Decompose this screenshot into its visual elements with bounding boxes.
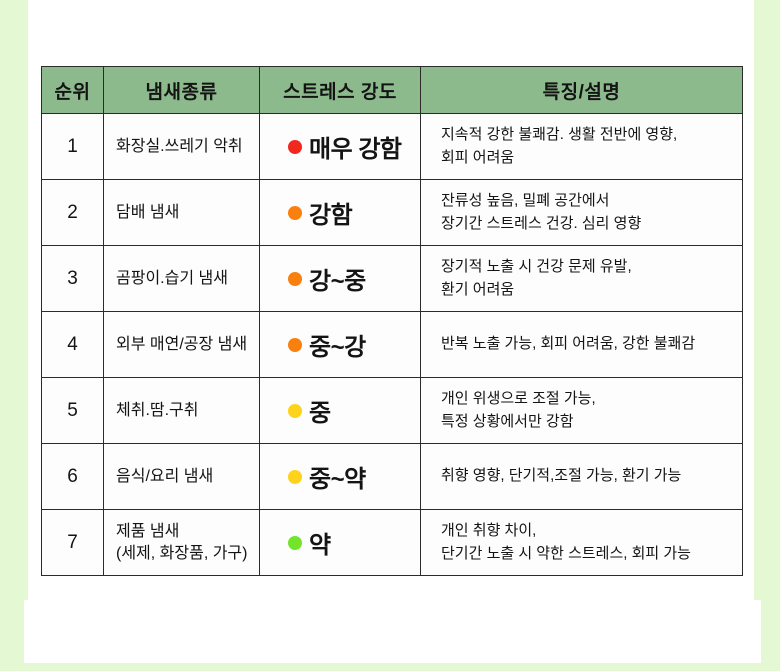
header-stress-level: 스트레스 강도: [259, 66, 421, 114]
smell-line-1: 곰팡이.습기 냄새: [116, 269, 228, 287]
smell-type-cell: 제품 냄새 (세제, 화장품, 가구): [103, 509, 260, 576]
description-line-1: 장기적 노출 시 건강 문제 유발,: [441, 258, 632, 275]
smell-line-1: 담배 냄새: [116, 203, 180, 221]
description-line-1: 개인 위생으로 조절 가능,: [441, 390, 596, 407]
description-cell: 지속적 강한 불쾌감. 생활 전반에 영향, 회피 어려움: [420, 113, 743, 180]
header-smell-type: 냄새종류: [103, 66, 260, 114]
table-row: 4 외부 매연/공장 냄새 중~강 반복 노출 가능, 회피 어려움, 강한 불…: [41, 311, 743, 378]
description-line-1: 개인 취향 차이,: [441, 522, 537, 539]
stress-level-cell: 강함: [259, 179, 421, 246]
table-row: 3 곰팡이.습기 냄새 강~중 장기적 노출 시 건강 문제 유발, 환기 어려…: [41, 245, 743, 312]
table-row: 5 체취.땀.구취 중 개인 위생으로 조절 가능, 특정 상황에서만 강함: [41, 377, 743, 444]
smell-type-cell: 음식/요리 냄새: [103, 443, 260, 510]
description-line-1: 지속적 강한 불쾌감. 생활 전반에 영향,: [441, 126, 678, 143]
description-line-1: 잔류성 높음, 밀폐 공간에서: [441, 192, 610, 209]
stress-level-group: 매우 강함: [288, 129, 420, 164]
rank-value: 1: [41, 113, 104, 180]
description-line-1: 취향 영향, 단기적,조절 가능, 환기 가능: [441, 467, 682, 485]
stress-level-group: 중: [288, 393, 420, 428]
stress-level-cell: 중~강: [259, 311, 421, 378]
description-cell: 개인 취향 차이, 단기간 노출 시 약한 스트레스, 회피 가능: [420, 509, 743, 576]
table-row: 2 담배 냄새 강함 잔류성 높음, 밀폐 공간에서 장기간 스트레스 건강. …: [41, 179, 743, 246]
stress-level-dot-icon: [288, 535, 302, 550]
stress-level-dot-icon: [288, 403, 302, 418]
description-line-2: 단기간 노출 시 약한 스트레스, 회피 가능: [441, 544, 691, 562]
stress-level-label: 중~약: [309, 466, 366, 493]
stress-level-group: 중~약: [288, 459, 420, 494]
smell-line-1: 화장실.쓰레기 악취: [116, 137, 243, 155]
rank-value: 2: [41, 179, 104, 246]
smell-line-1: 체취.땀.구취: [116, 401, 199, 419]
rank-value: 3: [41, 245, 104, 312]
description-line-2: 특정 상황에서만 강함: [441, 412, 574, 430]
table-row: 6 음식/요리 냄새 중~약 취향 영향, 단기적,조절 가능, 환기 가능: [41, 443, 743, 510]
smell-type-cell: 담배 냄새: [103, 179, 260, 246]
stress-level-label: 매우 강함: [309, 136, 402, 163]
table-row: 1 화장실.쓰레기 악취 매우 강함 지속적 강한 불쾌감. 생활 전반에 영향…: [41, 113, 743, 180]
description-line-2: 환기 어려움: [441, 280, 515, 298]
description-cell: 잔류성 높음, 밀폐 공간에서 장기간 스트레스 건강. 심리 영향: [420, 179, 743, 246]
stress-level-dot-icon: [288, 271, 302, 286]
stress-level-cell: 매우 강함: [259, 113, 421, 180]
description-cell: 반복 노출 가능, 회피 어려움, 강한 불쾌감: [420, 311, 743, 378]
smell-line-1: 외부 매연/공장 냄새: [116, 335, 248, 353]
rank-value: 7: [41, 509, 104, 576]
stress-level-dot-icon: [288, 205, 302, 220]
rank-value: 5: [41, 377, 104, 444]
stress-level-label: 약: [309, 532, 331, 559]
stress-level-dot-icon: [288, 139, 302, 154]
stress-level-dot-icon: [288, 469, 302, 484]
stress-level-group: 강~중: [288, 261, 420, 296]
header-description: 특징/설명: [420, 66, 743, 114]
description-cell: 취향 영향, 단기적,조절 가능, 환기 가능: [420, 443, 743, 510]
smell-stress-ranking-table: 순위 냄새종류 스트레스 강도 특징/설명 1 화장실.쓰레기 악취 매우 강함…: [41, 66, 743, 576]
description-cell: 장기적 노출 시 건강 문제 유발, 환기 어려움: [420, 245, 743, 312]
smell-line-2: (세제, 화장품, 가구): [116, 544, 248, 562]
smell-type-cell: 체취.땀.구취: [103, 377, 260, 444]
stress-level-group: 강함: [288, 195, 420, 230]
description-line-2: 회피 어려움: [441, 148, 515, 166]
stress-level-dot-icon: [288, 337, 302, 352]
description-line-1: 반복 노출 가능, 회피 어려움, 강한 불쾌감: [441, 335, 696, 353]
header-rank: 순위: [41, 66, 104, 114]
smell-type-cell: 화장실.쓰레기 악취: [103, 113, 260, 180]
stress-level-label: 중~강: [309, 334, 366, 361]
stress-level-cell: 중: [259, 377, 421, 444]
description-cell: 개인 위생으로 조절 가능, 특정 상황에서만 강함: [420, 377, 743, 444]
stress-level-label: 중: [309, 400, 331, 427]
table-header-row: 순위 냄새종류 스트레스 강도 특징/설명: [41, 66, 743, 114]
smell-type-cell: 곰팡이.습기 냄새: [103, 245, 260, 312]
stress-level-group: 중~강: [288, 327, 420, 362]
stress-level-cell: 강~중: [259, 245, 421, 312]
smell-type-cell: 외부 매연/공장 냄새: [103, 311, 260, 378]
smell-line-1: 음식/요리 냄새: [116, 467, 214, 485]
rank-value: 4: [41, 311, 104, 378]
table-row: 7 제품 냄새 (세제, 화장품, 가구) 약 개인 취향 차이, 단기간 노출…: [41, 509, 743, 576]
description-line-2: 장기간 스트레스 건강. 심리 영향: [441, 214, 642, 232]
stress-level-cell: 약: [259, 509, 421, 576]
smell-line-1: 제품 냄새: [116, 522, 180, 540]
stress-level-group: 약: [288, 525, 420, 560]
stress-level-cell: 중~약: [259, 443, 421, 510]
stress-level-label: 강함: [309, 202, 353, 229]
white-bottom-panel: [24, 600, 761, 663]
stress-level-label: 강~중: [309, 268, 366, 295]
rank-value: 6: [41, 443, 104, 510]
